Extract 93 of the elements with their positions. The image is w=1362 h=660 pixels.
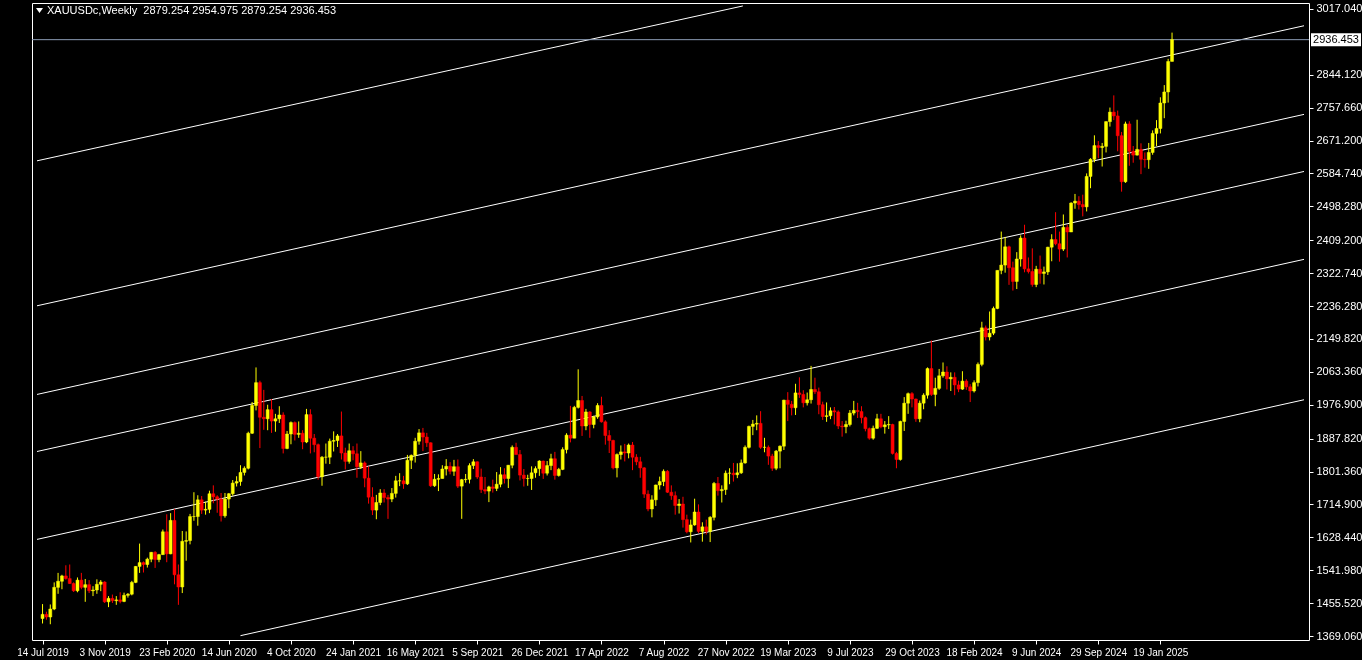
y-tick-label: 1714.900 bbox=[1316, 497, 1362, 510]
candlestick bbox=[1081, 194, 1085, 217]
candlestick bbox=[196, 494, 200, 527]
candlestick bbox=[87, 579, 91, 594]
candlestick bbox=[762, 437, 767, 453]
candlestick bbox=[296, 420, 301, 439]
x-tick-label: 14 Jul 2019 bbox=[17, 646, 70, 658]
candlestick bbox=[786, 391, 790, 422]
x-tick-label: 27 Nov 2022 bbox=[697, 646, 755, 658]
y-tick-label: 1801.360 bbox=[1316, 465, 1362, 478]
candlestick bbox=[452, 459, 456, 477]
y-tick-label: 2063.360 bbox=[1316, 365, 1362, 378]
candlestick bbox=[456, 459, 460, 489]
candlestick bbox=[219, 492, 223, 523]
candlestick bbox=[355, 443, 359, 479]
candlestick bbox=[153, 550, 157, 569]
candlestick bbox=[716, 476, 720, 497]
x-tick-label: 14 Jun 2020 bbox=[201, 646, 258, 658]
candlestick bbox=[952, 371, 957, 396]
x-tick-label: 24 Jan 2021 bbox=[326, 646, 382, 658]
candlestick bbox=[677, 498, 681, 515]
x-tick-label: 19 Jan 2025 bbox=[1133, 646, 1189, 658]
y-tick-label: 1887.820 bbox=[1316, 432, 1362, 445]
y-tick-label: 1628.440 bbox=[1316, 530, 1362, 543]
x-tick-label: 9 Jun 2024 bbox=[1011, 646, 1062, 658]
x-tick-label: 23 Feb 2020 bbox=[139, 646, 196, 658]
y-tick-label: 2236.280 bbox=[1316, 299, 1362, 312]
y-tick-label: 1976.900 bbox=[1316, 398, 1362, 411]
candlestick bbox=[949, 371, 953, 392]
candlestick bbox=[487, 485, 491, 503]
candlestick bbox=[1003, 236, 1007, 274]
x-tick-label: 9 Jul 2023 bbox=[827, 646, 874, 658]
candlestick bbox=[1065, 224, 1069, 258]
candlestick bbox=[1030, 247, 1035, 288]
y-tick-label: 1455.520 bbox=[1316, 596, 1362, 609]
candlestick bbox=[347, 443, 351, 465]
candlestick bbox=[1061, 213, 1066, 252]
x-tick-label: 5 Sep 2021 bbox=[452, 646, 504, 658]
candlestick bbox=[809, 365, 813, 405]
y-tick-label: 2584.740 bbox=[1316, 166, 1362, 179]
y-tick-label: 2757.660 bbox=[1316, 101, 1362, 114]
candlestick bbox=[1038, 255, 1042, 285]
candlestick bbox=[91, 585, 95, 597]
candlestick bbox=[293, 420, 297, 441]
candlestick bbox=[584, 408, 588, 431]
candlestick bbox=[95, 578, 99, 595]
x-tick-label: 16 May 2021 bbox=[386, 646, 445, 658]
candlestick bbox=[421, 427, 425, 452]
candlestick bbox=[525, 474, 530, 487]
y-tick-label: 3017.040 bbox=[1316, 2, 1362, 15]
candlestick bbox=[541, 460, 545, 480]
candlestick bbox=[1034, 265, 1038, 288]
y-tick-label: 2149.820 bbox=[1316, 332, 1362, 345]
y-tick-label: 1541.980 bbox=[1316, 563, 1362, 576]
y-tick-label: 2409.200 bbox=[1316, 233, 1362, 246]
x-tick-label: 29 Oct 2023 bbox=[885, 646, 941, 658]
candlestick bbox=[83, 578, 87, 603]
x-tick-label: 18 Feb 2024 bbox=[946, 646, 1004, 658]
candlestick bbox=[459, 478, 464, 520]
x-tick-label: 7 Aug 2022 bbox=[638, 646, 690, 658]
y-tick-label: 2671.200 bbox=[1316, 134, 1362, 147]
chart-title: XAUUSDc,Weekly 2879.254 2954.975 2879.254 2936.453 bbox=[47, 4, 337, 16]
candlestick bbox=[553, 451, 557, 481]
candlestick bbox=[223, 492, 227, 519]
candlestick bbox=[696, 503, 701, 534]
candlestick bbox=[723, 470, 728, 496]
candlestick bbox=[945, 365, 949, 390]
candlestick bbox=[549, 453, 553, 471]
candlestick bbox=[374, 494, 379, 520]
y-tick-label: 2844.120 bbox=[1316, 68, 1362, 81]
candlestick bbox=[165, 513, 169, 563]
candlestick bbox=[681, 496, 685, 529]
candlestick bbox=[448, 461, 452, 475]
x-tick-label: 26 Dec 2021 bbox=[511, 646, 569, 658]
x-tick-label: 29 Sep 2024 bbox=[1070, 646, 1128, 658]
x-tick-label: 17 Apr 2022 bbox=[575, 646, 630, 658]
y-tick-label: 2322.740 bbox=[1316, 266, 1362, 279]
candlestick bbox=[60, 574, 64, 590]
candlestick bbox=[588, 410, 592, 439]
y-tick-label: 1369.060 bbox=[1316, 629, 1362, 642]
candlestick bbox=[1135, 119, 1139, 156]
ref-line-label: 2936.453 bbox=[1313, 32, 1359, 45]
x-tick-label: 19 Mar 2023 bbox=[760, 646, 817, 658]
candlestick bbox=[161, 529, 165, 556]
y-tick-label: 2498.280 bbox=[1316, 199, 1362, 212]
candlestick bbox=[1139, 142, 1143, 175]
candlestick bbox=[289, 420, 293, 445]
candlestick bbox=[1143, 151, 1147, 169]
candlestick bbox=[394, 475, 398, 499]
x-tick-label: 3 Nov 2019 bbox=[79, 646, 132, 658]
candlestick bbox=[300, 429, 305, 450]
candlestick bbox=[265, 404, 270, 431]
x-tick-label: 4 Oct 2020 bbox=[266, 646, 317, 658]
